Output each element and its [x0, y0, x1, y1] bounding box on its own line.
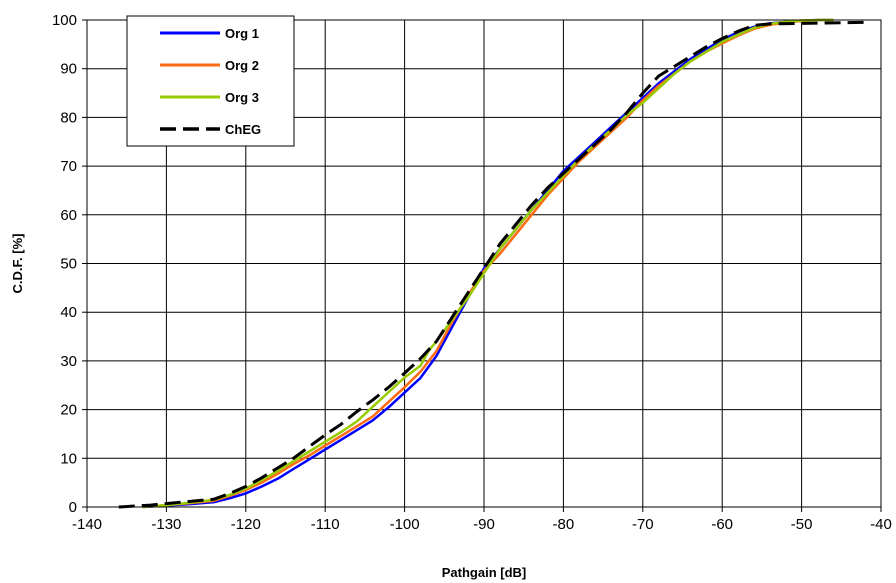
x-axis-ticks: -140 -130 -120 -110 -100 -90 -80 -70 -60 -50 -40: [72, 507, 892, 533]
x-tick-label: -50: [791, 516, 813, 533]
series-line-org-3: [142, 18, 834, 509]
series-lines: [118, 18, 866, 509]
x-tick-label: -80: [553, 516, 575, 533]
legend-box: [126, 15, 295, 147]
y-tick-label: 80: [60, 109, 77, 126]
x-tick-label: -70: [632, 516, 654, 533]
y-tick-label: 50: [60, 256, 77, 273]
y-axis-ticks: 0 10 20 30 40 50 60 70 80 90 100: [52, 12, 87, 516]
y-tick-label: 40: [60, 304, 77, 321]
y-tick-label: 20: [60, 402, 77, 419]
y-tick-label: 0: [69, 499, 77, 516]
legend-label: Org 1: [225, 26, 259, 41]
x-tick-label: -120: [231, 516, 261, 533]
y-tick-label: 100: [52, 12, 77, 29]
x-tick-label: -130: [151, 516, 181, 533]
x-tick-label: -110: [311, 516, 340, 533]
legend: Org 1 Org 2 Org 3 ChEG: [126, 15, 295, 147]
y-tick-label: 90: [60, 61, 77, 78]
y-tick-label: 70: [60, 158, 77, 175]
x-tick-label: -100: [390, 516, 420, 533]
x-axis-title: Pathgain [dB]: [442, 565, 527, 580]
legend-label: Org 3: [225, 90, 259, 105]
y-tick-label: 30: [60, 353, 77, 370]
x-tick-label: -40: [870, 516, 892, 533]
y-axis-title: C.D.F. [%]: [10, 234, 25, 294]
x-tick-label: -140: [72, 516, 102, 533]
series-line-cheg: [118, 20, 866, 509]
legend-label: ChEG: [225, 122, 261, 137]
x-tick-label: -90: [473, 516, 495, 533]
x-tick-label: -60: [711, 516, 733, 533]
y-tick-label: 10: [60, 450, 77, 467]
series-line-org-2: [142, 18, 834, 509]
y-tick-label: 60: [60, 207, 77, 224]
legend-label: Org 2: [225, 58, 259, 73]
